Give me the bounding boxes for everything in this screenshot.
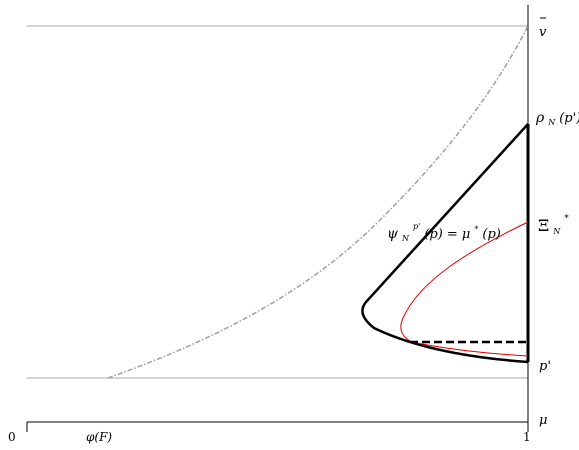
rho-arg: (p')	[559, 111, 579, 126]
psi-arg: (p) = μ	[424, 227, 470, 242]
xi-sup: *	[564, 214, 569, 224]
psi-star: *	[474, 225, 478, 234]
psi-end: (p)	[482, 227, 500, 242]
x-label-one: 1	[523, 430, 531, 444]
rho-main: ρ	[535, 110, 545, 126]
label-p-prime: p'	[539, 359, 551, 374]
xi-sub: N	[552, 227, 561, 236]
thick-boundary-curve	[361, 123, 529, 364]
label-xi: Ξ N *	[538, 214, 569, 238]
label-psi: ψ N p' (p) = μ * (p)	[387, 216, 501, 245]
x-label-phi: φ(F)	[86, 430, 112, 444]
label-v-bar: v	[539, 25, 547, 40]
label-rho: ρ N (p')	[535, 109, 579, 129]
x-label-origin: 0	[8, 430, 16, 444]
gray-dashdot-curve	[107, 25, 529, 379]
psi-main: ψ	[387, 226, 399, 242]
psi-sup: p'	[413, 222, 420, 231]
psi-sub: N	[401, 234, 410, 243]
red-curve	[400, 221, 529, 357]
rho-sub: N	[547, 118, 556, 127]
label-mu: μ	[539, 413, 547, 428]
xi-main: Ξ	[538, 216, 549, 235]
